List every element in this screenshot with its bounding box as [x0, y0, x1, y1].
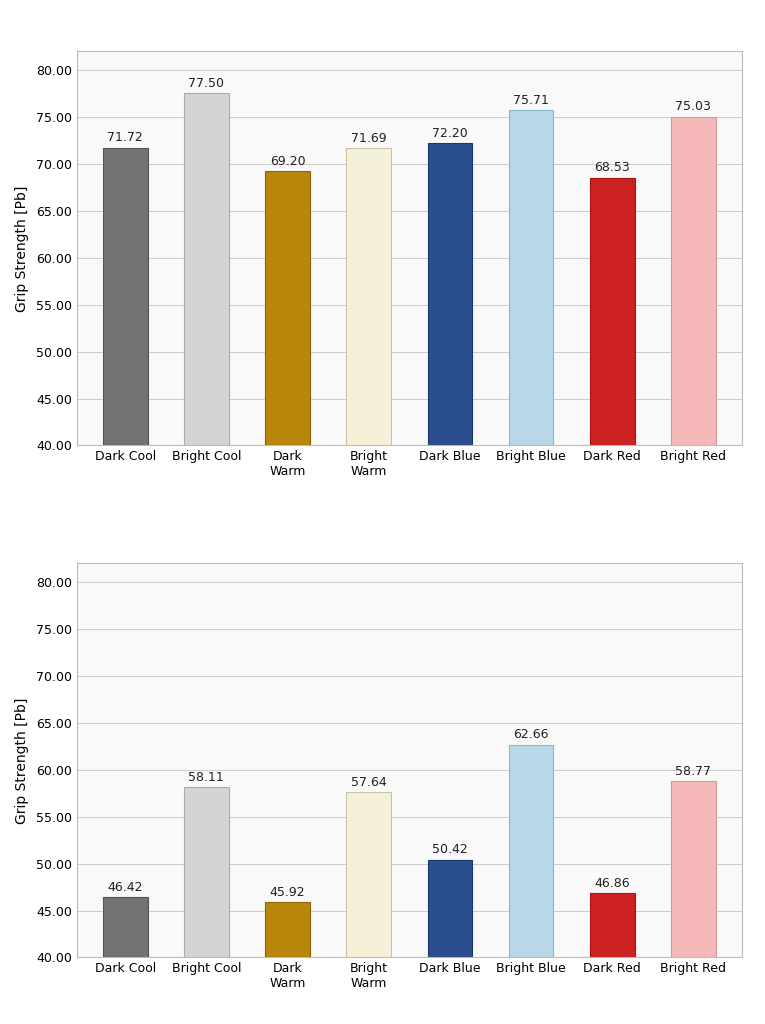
Text: 71.72: 71.72	[107, 131, 143, 144]
Text: 46.42: 46.42	[107, 881, 143, 894]
Bar	[265, 902, 310, 957]
Y-axis label: Grip Strength [Pb]: Grip Strength [Pb]	[15, 697, 29, 823]
Bar	[428, 859, 472, 957]
Text: 69.20: 69.20	[270, 155, 305, 168]
Bar	[184, 93, 229, 445]
Text: 75.03: 75.03	[675, 100, 711, 114]
Text: 72.20: 72.20	[432, 127, 467, 140]
Bar	[671, 781, 716, 957]
Text: 57.64: 57.64	[351, 775, 386, 788]
Bar	[671, 117, 716, 445]
Bar	[590, 177, 634, 445]
Text: 45.92: 45.92	[270, 886, 305, 899]
Text: 75.71: 75.71	[513, 94, 549, 106]
Bar	[347, 792, 391, 957]
Text: 68.53: 68.53	[594, 162, 630, 174]
Text: 46.86: 46.86	[594, 877, 630, 890]
Bar	[265, 171, 310, 445]
Bar	[590, 893, 634, 957]
Text: 58.11: 58.11	[188, 771, 224, 784]
Text: 71.69: 71.69	[351, 132, 386, 144]
Y-axis label: Grip Strength [Pb]: Grip Strength [Pb]	[15, 185, 29, 311]
Bar	[103, 897, 148, 957]
Bar	[103, 147, 148, 445]
Text: 77.50: 77.50	[188, 77, 224, 90]
Bar	[509, 111, 553, 445]
Bar	[428, 143, 472, 445]
Text: 62.66: 62.66	[513, 728, 549, 741]
Bar	[347, 148, 391, 445]
Text: 58.77: 58.77	[675, 765, 711, 778]
Bar	[509, 744, 553, 957]
Text: 50.42: 50.42	[432, 844, 467, 856]
Bar	[184, 787, 229, 957]
